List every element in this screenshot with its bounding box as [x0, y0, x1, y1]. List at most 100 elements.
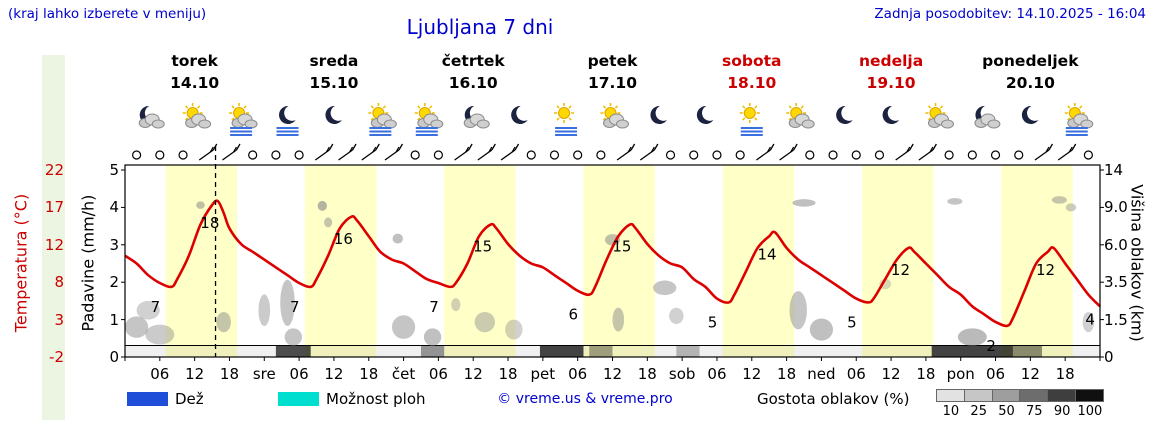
cloud-layer-blob	[280, 279, 295, 326]
cloud-cover-segment	[275, 346, 311, 357]
moon-icon	[325, 105, 342, 124]
day-header-ponedeljek: ponedeljek 20.10	[961, 50, 1100, 94]
x-hour-tick: 12	[324, 365, 344, 383]
daylight-band	[722, 165, 795, 357]
day-name: sobota	[722, 52, 782, 70]
cloud-cover-segment	[589, 346, 613, 357]
cloud-layer-blob	[789, 291, 807, 330]
day-date: 14.10	[170, 74, 220, 92]
cloud-tick: 14	[1104, 161, 1124, 179]
calm-wind-icon	[1083, 150, 1093, 160]
calm-wind-icon	[874, 150, 885, 160]
cloud-layer-blob	[284, 328, 303, 346]
wind-barb-icon	[198, 143, 218, 161]
x-hour-tick: 18	[498, 365, 518, 383]
cloud-layer-blob	[423, 328, 442, 346]
sun-cloud-icon	[600, 103, 629, 129]
wind-barb-icon	[454, 143, 473, 161]
temp-tick: 3	[54, 310, 64, 329]
page-title: Ljubljana 7 dni	[406, 15, 554, 39]
cloud-layer-blob	[505, 319, 523, 340]
calm-wind-icon	[549, 150, 560, 160]
calm-wind-icon	[410, 150, 420, 160]
temp-value-label: 7	[151, 298, 161, 316]
cloud-layer-blob	[317, 200, 327, 211]
cloud-cover-segment	[676, 346, 700, 357]
cloud-layer-blob	[612, 307, 625, 332]
x-hour-tick: 12	[463, 365, 483, 383]
sun-cloud-fog-icon	[368, 103, 397, 136]
location-hint[interactable]: (kraj lahko izberete v meniju)	[8, 6, 207, 22]
moon-icon	[511, 105, 528, 124]
cloud-tick: 0	[1104, 348, 1114, 366]
calm-wind-icon	[573, 150, 583, 160]
density-step-label: 75	[1026, 404, 1043, 419]
wind-barb-icon	[222, 143, 241, 161]
density-swatch	[1047, 389, 1076, 402]
temp-value-label: 6	[569, 306, 579, 324]
last-update: Zadnja posodobitev: 14.10.2025 - 16:04	[874, 6, 1146, 22]
calm-wind-icon	[178, 150, 188, 160]
temp-value-label: 12	[891, 261, 910, 279]
x-day-tick: sre	[252, 365, 276, 383]
cloud-tick: 1.5	[1104, 310, 1128, 329]
calm-wind-icon	[294, 150, 304, 160]
temp-tick: 8	[54, 273, 64, 292]
temp-value-label: 15	[612, 238, 631, 256]
precip-tick: 2	[109, 273, 119, 292]
wind-barb-icon	[1057, 143, 1077, 161]
cloud-cover-segment	[539, 346, 584, 357]
x-hour-tick: 12	[881, 365, 901, 383]
moon-cloud-icon	[974, 105, 1001, 129]
wind-barb-icon	[384, 143, 404, 161]
cloud-cover-segment	[420, 346, 445, 357]
rain-legend-swatch	[127, 392, 168, 406]
temp-value-label: 7	[429, 298, 439, 316]
day-header-petek: petek 17.10	[543, 50, 682, 94]
sun-cloud-fog-icon	[414, 103, 444, 136]
day-header-sobota: sobota 18.10	[682, 50, 821, 94]
calm-wind-icon	[526, 150, 536, 160]
day-header-četrtek: četrtek 16.10	[404, 50, 543, 94]
x-hour-tick: 18	[359, 365, 379, 383]
moon-fog-icon	[276, 105, 299, 136]
x-day-tick: pet	[530, 365, 556, 383]
sun-fog-icon	[739, 103, 763, 136]
day-name: nedelja	[858, 52, 924, 70]
wind-barb-icon	[779, 143, 798, 161]
cloud-cover-segment	[931, 346, 1013, 357]
density-step: 25	[963, 389, 993, 419]
wind-barb-icon	[616, 143, 636, 161]
x-hour-tick: 18	[1055, 365, 1075, 383]
density-swatch	[936, 389, 965, 402]
temp-value-label: 4	[1085, 310, 1095, 328]
copyright-link[interactable]: © vreme.us & vreme.pro	[497, 391, 673, 407]
cloud-layer-blob	[947, 198, 963, 205]
x-hour-tick: 06	[150, 365, 170, 383]
density-step-label: 10	[942, 404, 960, 419]
sun-cloud-icon	[786, 103, 815, 129]
moon-cloud-icon	[463, 105, 490, 129]
x-hour-tick: 06	[568, 365, 588, 383]
x-day-tick: sob	[668, 365, 696, 383]
x-day-tick: pon	[946, 365, 975, 383]
wind-barb-icon	[338, 143, 357, 161]
cloud-layer-blob	[1051, 196, 1067, 204]
x-hour-tick: 06	[985, 365, 1006, 383]
density-swatch	[991, 389, 1021, 402]
density-step: 50	[991, 389, 1021, 419]
temp-value-label: 12	[1036, 261, 1055, 279]
x-day-tick: ned	[807, 365, 836, 383]
precip-tick: 5	[109, 161, 119, 179]
cloud-layer-blob	[809, 318, 834, 341]
daylight-band	[444, 165, 516, 357]
day-header-torek: torek 14.10	[125, 50, 264, 94]
temp-tick: -2	[49, 348, 64, 366]
moon-icon	[696, 105, 714, 124]
rain-legend-label: Dež	[175, 390, 204, 408]
temp-value-label: 5	[847, 313, 857, 331]
daylight-band	[862, 165, 934, 357]
calm-wind-icon	[967, 150, 977, 160]
